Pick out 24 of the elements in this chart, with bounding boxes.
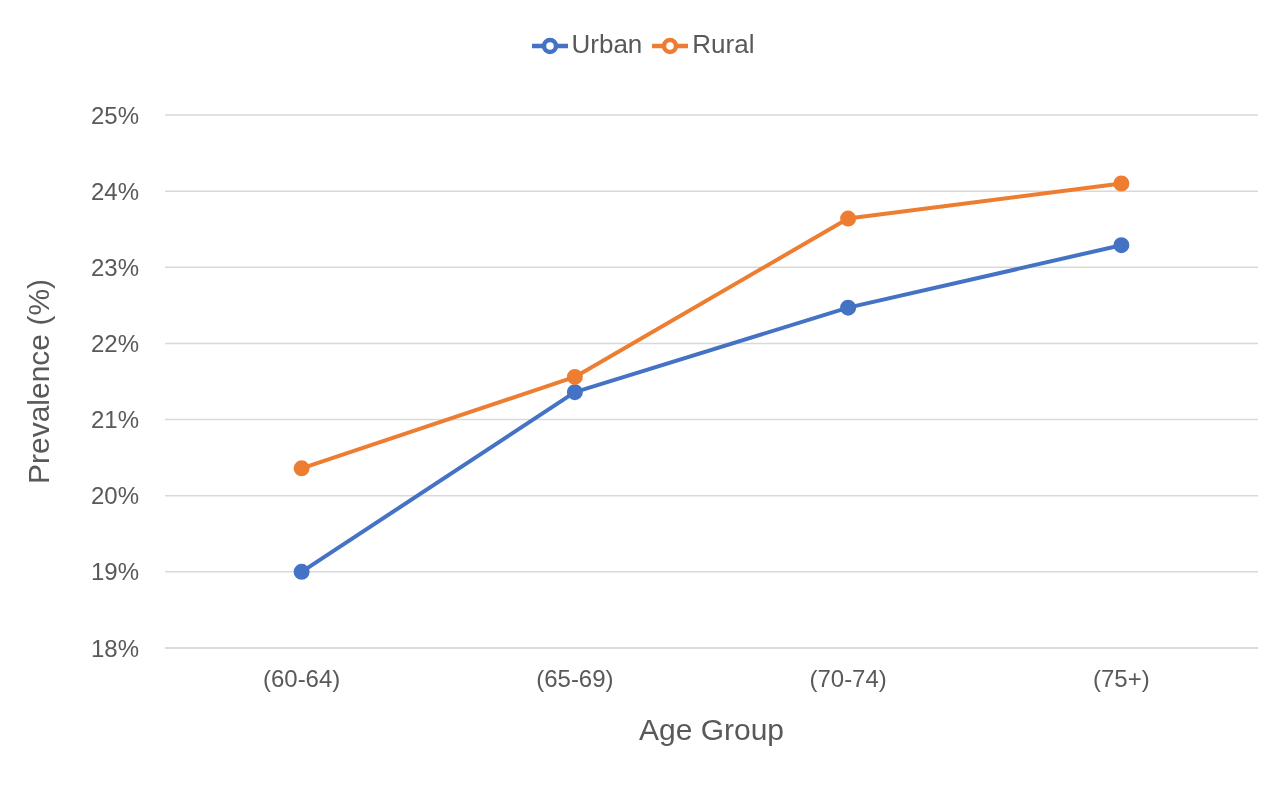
y-tick-label: 25% — [90, 101, 139, 129]
y-tick-label: 18% — [90, 634, 139, 662]
y-tick-label: 23% — [90, 253, 139, 281]
x-tick-label: (70-74) — [809, 665, 887, 693]
x-tick-label: (60-64) — [262, 665, 341, 693]
y-tick-label: 24% — [90, 177, 139, 205]
y-tick-label: 19% — [90, 558, 139, 586]
point — [840, 299, 857, 316]
y-tick-label: 21% — [90, 406, 139, 434]
point — [1113, 237, 1130, 254]
x-axis-title: Age Group — [638, 713, 785, 746]
x-tick-label: (65-69) — [536, 665, 614, 693]
y-tick-label: 20% — [90, 482, 139, 510]
point — [293, 563, 310, 580]
point — [840, 210, 857, 227]
point — [566, 368, 583, 385]
y-tick-label: 22% — [90, 329, 139, 357]
x-tick-label: (75+) — [1093, 665, 1150, 693]
point — [1113, 175, 1130, 192]
point — [293, 460, 310, 477]
point — [566, 384, 583, 401]
legend-label: Urban — [571, 28, 643, 59]
legend-label: Rural — [692, 28, 755, 59]
y-axis-title: Prevalence (%) — [21, 278, 55, 485]
